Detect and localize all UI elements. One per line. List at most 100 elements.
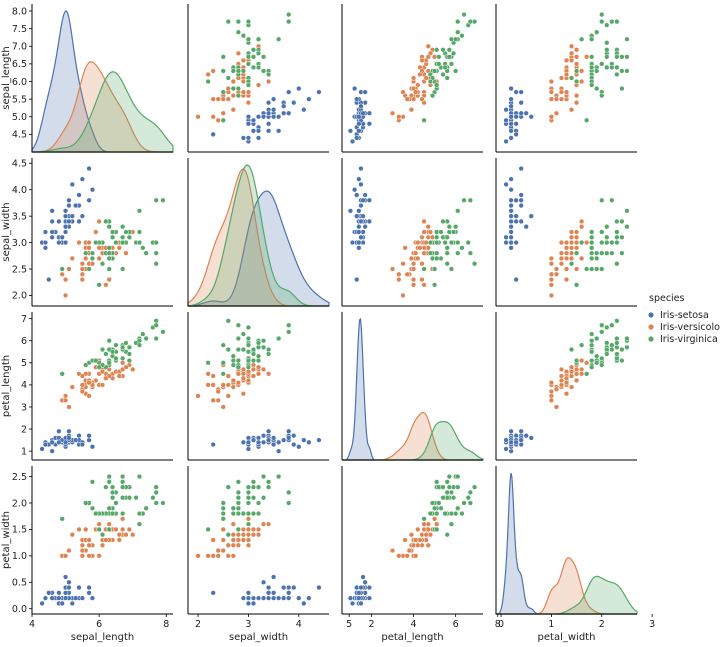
y-tick-label-sepal_width: 2.0 bbox=[12, 291, 27, 302]
point-iris-setosa bbox=[260, 433, 267, 439]
y-axis-label-petal_width: petal_width bbox=[1, 511, 12, 569]
point-iris-versicolor bbox=[116, 373, 122, 379]
point-iris-virginica bbox=[245, 510, 252, 517]
point-iris-virginica bbox=[153, 322, 159, 328]
point-iris-setosa bbox=[349, 600, 356, 607]
point-iris-versicolor bbox=[421, 218, 427, 225]
point-iris-versicolor bbox=[119, 360, 126, 366]
point-iris-setosa bbox=[281, 110, 287, 116]
point-iris-virginica bbox=[604, 224, 610, 230]
point-iris-virginica bbox=[448, 266, 455, 272]
point-iris-versicolor bbox=[553, 271, 560, 277]
point-iris-versicolor bbox=[558, 255, 565, 262]
legend-label-iris-setosa: Iris-setosa bbox=[660, 310, 709, 321]
point-iris-versicolor bbox=[195, 553, 201, 559]
point-iris-virginica bbox=[143, 335, 149, 342]
point-iris-setosa bbox=[62, 213, 69, 219]
point-iris-setosa bbox=[265, 100, 272, 106]
point-iris-versicolor bbox=[563, 375, 570, 381]
point-iris-virginica bbox=[245, 489, 252, 496]
panel-petal_length-vs-sepal_length bbox=[31, 312, 173, 461]
point-iris-versicolor bbox=[255, 526, 262, 533]
point-iris-virginica bbox=[614, 355, 620, 362]
point-iris-versicolor bbox=[240, 89, 247, 95]
point-iris-versicolor bbox=[563, 255, 570, 262]
point-iris-setosa bbox=[56, 590, 62, 596]
point-iris-versicolor bbox=[220, 547, 226, 554]
point-iris-virginica bbox=[136, 521, 143, 527]
point-iris-virginica bbox=[245, 61, 252, 67]
point-iris-virginica bbox=[260, 473, 267, 480]
point-iris-setosa bbox=[508, 234, 514, 240]
point-iris-virginica bbox=[126, 351, 133, 357]
point-iris-virginica bbox=[286, 500, 292, 506]
point-iris-virginica bbox=[250, 484, 257, 490]
x-tick-label-petal_length: 2 bbox=[368, 619, 374, 630]
point-iris-versicolor bbox=[548, 397, 555, 404]
point-iris-versicolor bbox=[553, 386, 560, 392]
x-axis-label-sepal_length: sepal_length bbox=[71, 632, 135, 643]
point-iris-virginica bbox=[589, 82, 595, 88]
point-iris-virginica bbox=[59, 266, 65, 272]
point-iris-virginica bbox=[260, 68, 267, 74]
point-iris-versicolor bbox=[423, 532, 429, 538]
legend-label-iris-versicolor: Iris-versicolor bbox=[660, 322, 720, 333]
point-iris-setosa bbox=[513, 197, 519, 203]
point-iris-virginica bbox=[260, 495, 267, 501]
panel-petal_width-vs-sepal_width bbox=[187, 466, 329, 615]
point-iris-setosa bbox=[240, 439, 247, 445]
point-iris-versicolor bbox=[410, 261, 417, 267]
point-iris-virginica bbox=[434, 526, 440, 533]
point-iris-virginica bbox=[255, 36, 262, 42]
point-iris-virginica bbox=[444, 250, 450, 256]
point-iris-virginica bbox=[594, 29, 600, 35]
point-iris-virginica bbox=[275, 335, 282, 342]
point-iris-setosa bbox=[245, 590, 252, 596]
point-iris-virginica bbox=[614, 18, 620, 25]
point-iris-virginica bbox=[136, 473, 143, 480]
point-iris-setosa bbox=[358, 218, 364, 225]
point-iris-setosa bbox=[275, 439, 282, 445]
point-iris-virginica bbox=[614, 318, 620, 324]
point-iris-virginica bbox=[86, 266, 92, 272]
legend-label-iris-virginica: Iris-virginica bbox=[660, 334, 718, 345]
point-iris-versicolor bbox=[103, 375, 109, 381]
point-iris-virginica bbox=[599, 329, 605, 335]
x-tick-label-sepal_width: 5 bbox=[346, 619, 352, 630]
y-tick-label-sepal_width: 2.5 bbox=[12, 264, 27, 275]
point-iris-virginica bbox=[205, 526, 211, 533]
x-tick-label-sepal_width: 2 bbox=[195, 619, 201, 630]
point-iris-versicolor bbox=[215, 397, 221, 404]
point-iris-virginica bbox=[471, 484, 478, 490]
point-iris-setosa bbox=[49, 229, 55, 235]
point-iris-setosa bbox=[49, 439, 55, 445]
point-iris-setosa bbox=[250, 128, 257, 134]
kde-sepal_length-iris-virginica bbox=[31, 71, 174, 153]
point-iris-versicolor bbox=[563, 89, 570, 95]
x-tick-label-petal_width: 3 bbox=[649, 619, 655, 630]
point-iris-versicolor bbox=[230, 377, 236, 384]
point-iris-virginica bbox=[245, 500, 252, 506]
point-iris-virginica bbox=[452, 510, 459, 517]
point-iris-virginica bbox=[450, 484, 457, 490]
point-iris-virginica bbox=[609, 346, 615, 353]
point-iris-versicolor bbox=[225, 382, 231, 388]
point-iris-virginica bbox=[589, 255, 595, 262]
point-iris-virginica bbox=[109, 489, 116, 496]
point-iris-versicolor bbox=[255, 532, 262, 538]
point-iris-versicolor bbox=[126, 526, 133, 533]
point-iris-setosa bbox=[260, 595, 267, 601]
point-iris-setosa bbox=[265, 428, 272, 434]
point-iris-virginica bbox=[446, 224, 452, 230]
point-iris-virginica bbox=[614, 239, 620, 246]
point-iris-virginica bbox=[614, 229, 620, 235]
point-iris-virginica bbox=[265, 484, 272, 490]
point-iris-versicolor bbox=[548, 255, 555, 262]
point-iris-setosa bbox=[270, 96, 277, 102]
point-iris-versicolor bbox=[410, 282, 417, 288]
point-iris-versicolor bbox=[79, 261, 86, 267]
point-iris-setosa bbox=[523, 224, 529, 230]
point-iris-setosa bbox=[270, 107, 277, 113]
point-iris-virginica bbox=[123, 229, 129, 235]
point-iris-virginica bbox=[583, 266, 590, 272]
